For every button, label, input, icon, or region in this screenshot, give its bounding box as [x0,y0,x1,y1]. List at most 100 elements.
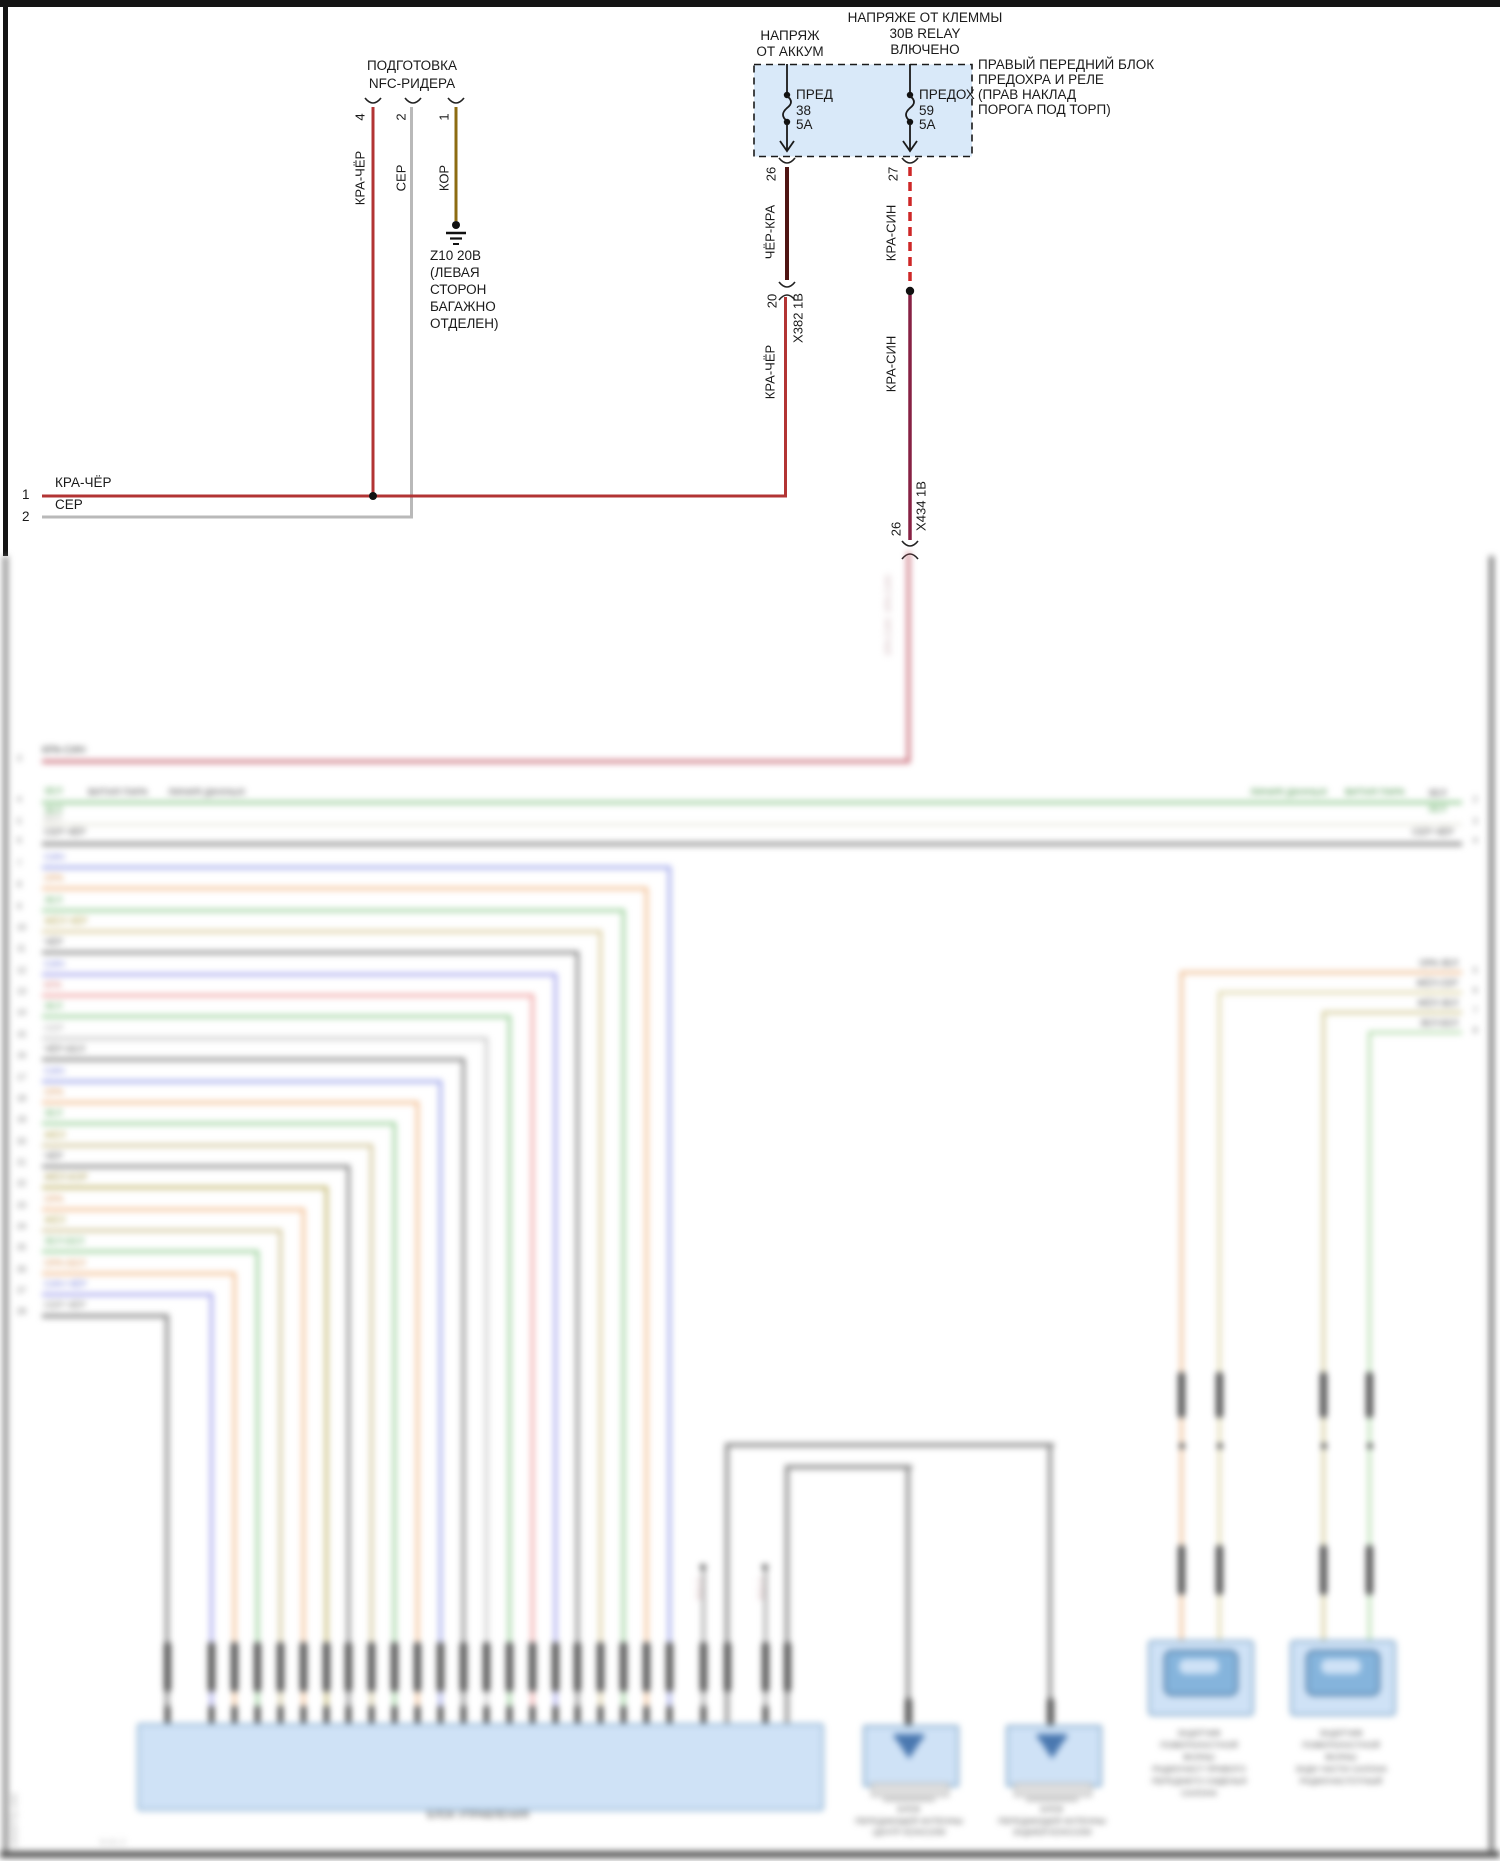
pin-mark [552,1642,559,1692]
cascade-wire-label: СЕР-ЧЁР [44,1300,86,1311]
right-wire-label: ЖЁЛ-ЗЕЛ [1417,998,1458,1008]
pin-mark [345,1642,352,1692]
pin-mark [761,1642,769,1692]
fuse59-arrow [902,140,918,153]
pin-mark [506,1642,513,1692]
cascade-wire-v [256,1250,259,1723]
row-number: 7 [17,859,22,868]
cascade-wire-label: ОРА [44,1194,64,1205]
fuse38-dot-bottom [783,118,791,126]
pin-foot [301,1706,306,1723]
fuse38-arrow [779,140,795,153]
pin-mark [783,1642,791,1692]
cascade-wire-h [42,951,579,954]
module-label: ПЕРЕДНЕГО СИДЕНЬЯ [1151,1776,1247,1786]
cascade-wire-v [347,1165,350,1723]
fuse38-rating: 5А [796,117,813,132]
page-frame-right [1489,556,1494,1854]
row-number: 18 [17,1094,26,1103]
pin-mark [437,1642,444,1692]
wire-kra-sin-return-h [42,760,909,763]
fuse59-rating: 5А [919,117,936,132]
pin-foot [164,1706,170,1723]
pin-mark [368,1642,375,1692]
pin-mark [254,1642,261,1692]
fuse59-number: 59 [919,103,935,118]
cascade-wire-v [325,1186,328,1723]
page-frame-left [3,7,8,556]
cascade-wire-label: ЧЁР-БЕЛ [44,1044,85,1055]
cascade-wire-v [416,1101,419,1723]
row-number: 5 [17,817,22,826]
row-number: 23 [17,1201,26,1210]
u-wire-outer [725,1443,729,1723]
cascade-wire-h [42,1165,350,1168]
cascade-wire-v [462,1058,465,1723]
module-label: САЛОНА [1181,1788,1217,1798]
connector-bracket-pin2 [404,97,422,104]
pin-mark [460,1642,467,1692]
row-number: 21 [17,1158,26,1167]
row-number: 15 [17,1030,26,1039]
fusebox-title-left-1: НАПРЯЖ [760,28,820,43]
cascade-wire-label: КРА [44,980,62,991]
pin-foot [575,1706,580,1723]
cascade-wire-label: СИН [44,852,65,863]
fusebox-title-right-3: ВЛЮЧЕНО [890,42,960,57]
cascade-wire-label: СИН [44,1066,65,1077]
cascade-wire-h [42,887,648,890]
pin-foot [438,1706,443,1723]
x382-bracket-upper [778,281,796,288]
ground-label-line2: (ЛЕВАЯ [430,265,480,280]
pin-mark [414,1642,421,1692]
connector-bracket-pin1 [447,97,465,104]
blurred-label: СЕР-ЧЁР [1412,827,1454,838]
cascade-wire-label: ЧЁР [44,1151,64,1162]
sharp-diagram-graphics [42,63,973,560]
row-number: 9 [17,902,22,911]
line2-label: СЕР [55,497,83,512]
blurred-label: ВИТАЯ ПАРА [88,787,148,798]
blurred-label: КРА-СИН [42,745,86,756]
antenna-label: БЛОК [897,1804,921,1814]
cascade-wire-label: СЕР [44,1023,64,1034]
blurred-label: БЕЛ [44,813,62,823]
module-label: ВОЛНЫ [1325,1752,1357,1762]
cascade-wire-label: ЖЁЛ [44,1215,66,1226]
pin-mark [300,1642,307,1692]
bus-line [42,842,1462,846]
corner-note: N 61-2 [100,1837,126,1847]
pin-mark [904,1698,912,1725]
antenna-label: ПЕРЕДАЮЩЕЙ АНТЕННЫ [998,1815,1106,1826]
row-number: 16 [17,1051,26,1060]
cascade-wire-label: ЗЕЛ [44,1001,63,1012]
blurred-label: СЕР-ЧЁР [44,827,86,838]
right-wire-v [1322,1011,1325,1640]
module-label: ВОЛНЫ [1183,1752,1215,1762]
blurred-label: ЗЕЛ [44,805,63,816]
line1-number: 1 [22,487,30,502]
pin-mark [1320,1372,1327,1418]
blurred-label: ЗЕЛ [1428,804,1447,815]
pin-foot [762,1706,768,1723]
pin-mark [1366,1545,1373,1595]
row-number: 22 [17,1179,26,1188]
cascade-wire-h [42,930,602,933]
cascade-wire-h [42,1293,213,1296]
bus-line [42,823,1462,826]
row-number: 25 [17,1243,26,1252]
stub-dot [762,1564,768,1570]
row-number: 28 [17,1307,26,1316]
pin-foot [255,1706,260,1723]
cascade-wire-v [485,1037,488,1723]
row-number: 20 [17,1137,26,1146]
module-label: ПОВЕРХНОСТНОЙ [1160,1740,1238,1750]
right-wire-label: ОРА-ЗЕЛ [1419,958,1458,968]
cascade-wire-label: ЗЕЛ [44,1108,63,1119]
row-number: 7 [1473,1006,1478,1015]
fusebox-title-left-2: ОТ АККУМ [756,44,824,59]
cascade-wire-v [165,1314,169,1723]
ground-label-line5: ОТДЕЛЕН) [430,316,499,331]
blurred-label: X14 2 [694,1577,704,1600]
